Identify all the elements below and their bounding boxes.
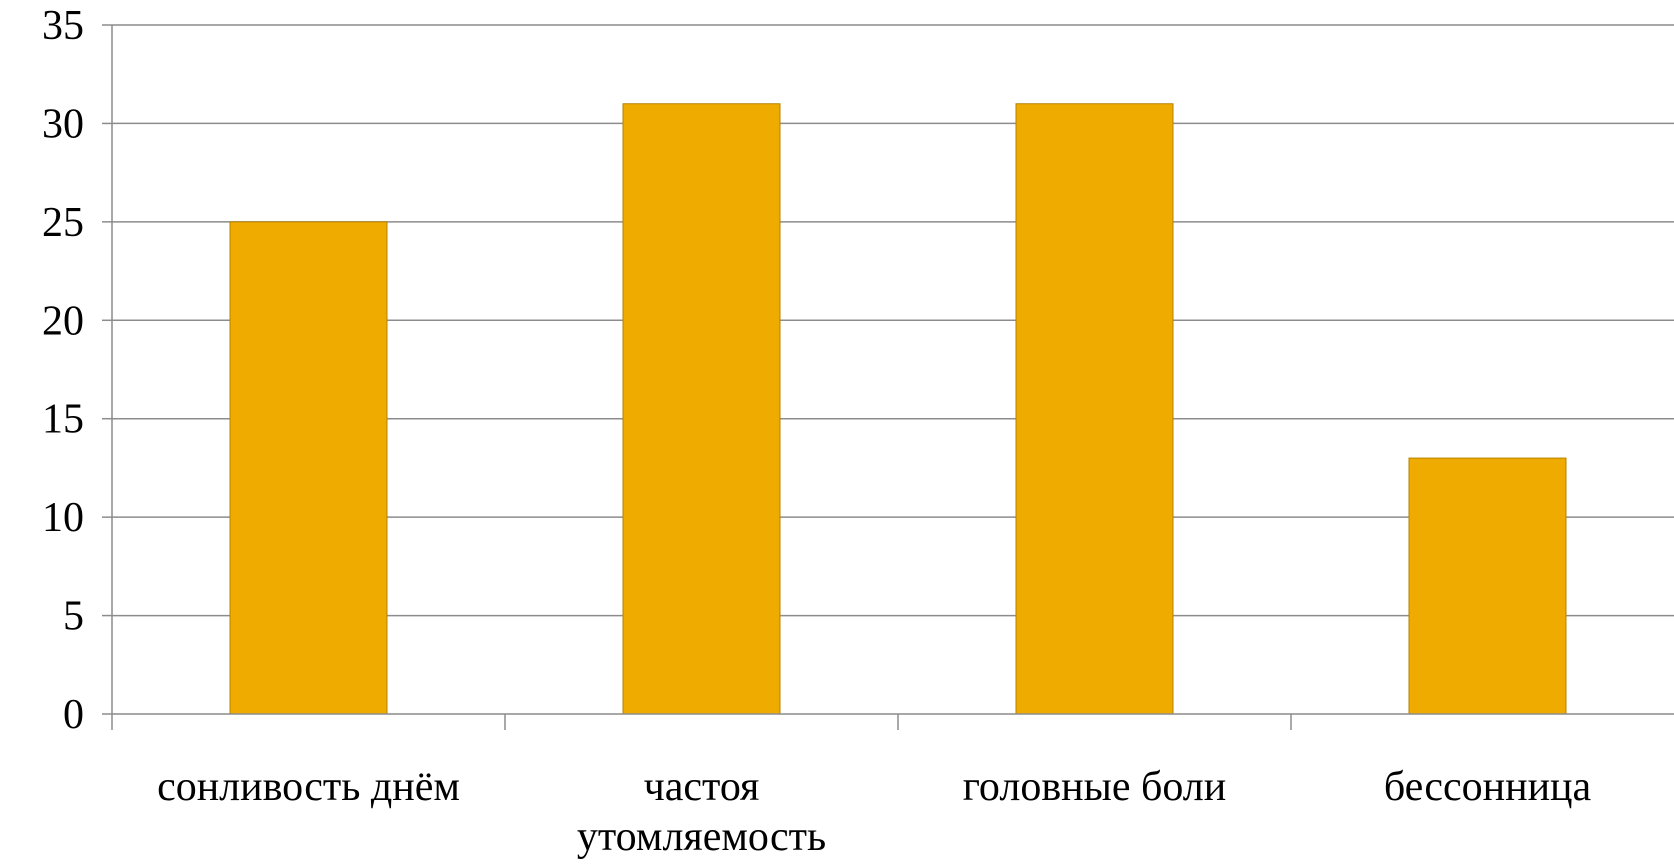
bar xyxy=(622,103,781,715)
x-axis: сонливость днём частоя утомляемость головны… xyxy=(111,713,1674,860)
y-tick-label: 25 xyxy=(42,200,84,246)
x-category-label: частоя утомляемость xyxy=(577,764,826,860)
y-tick-label: 0 xyxy=(63,692,84,738)
y-tick-label: 35 xyxy=(42,3,84,49)
y-tick-label: 20 xyxy=(42,298,84,344)
y-tick-label: 5 xyxy=(63,594,84,640)
bars xyxy=(229,103,1567,715)
bar xyxy=(1408,457,1567,715)
x-category-label: сонливость днём xyxy=(157,764,460,810)
y-tick-label: 10 xyxy=(42,495,84,541)
y-tick-label: 30 xyxy=(42,101,84,147)
bar xyxy=(1015,103,1174,715)
x-category-label: головные боли xyxy=(963,764,1227,810)
bar xyxy=(229,221,388,715)
y-axis: 0 5 10 15 20 25 30 35 xyxy=(42,3,113,738)
x-category-label: бессонница xyxy=(1384,764,1592,810)
y-tick-label: 15 xyxy=(42,397,84,443)
